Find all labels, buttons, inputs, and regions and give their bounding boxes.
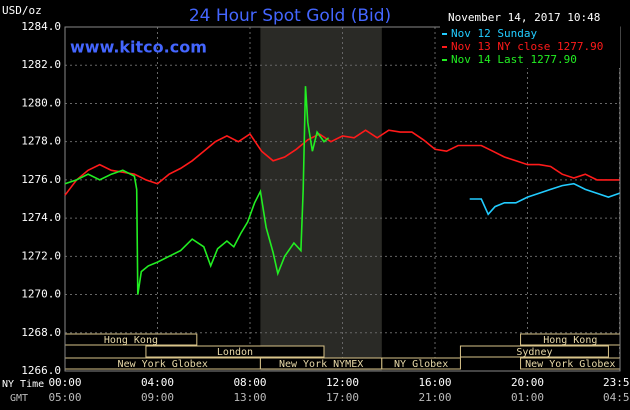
x-tick-label: 23:59: [603, 376, 630, 389]
session-label: London: [217, 347, 253, 358]
y-tick-label: 1274.0: [21, 211, 61, 224]
y-tick-label: 1272.0: [21, 249, 61, 262]
series-line: [64, 129, 620, 196]
gmt-tick-label: 09:00: [141, 391, 174, 404]
plot-frame: [64, 26, 621, 372]
session-label: Sydney: [516, 347, 552, 358]
series-line: [64, 86, 330, 295]
x-tick-label: 00:00: [48, 376, 81, 389]
y-tick-label: 1270.0: [21, 288, 61, 301]
legend-entry: Nov 14 Last 1277.90: [451, 53, 577, 66]
session-label: NY Globex: [394, 359, 448, 370]
gmt-tick-label: 04:59: [603, 391, 630, 404]
gmt-label: GMT: [10, 393, 28, 404]
x-tick-label: 04:00: [141, 376, 174, 389]
x-label: NY Time: [2, 379, 44, 390]
chart-title: 24 Hour Spot Gold (Bid): [189, 6, 391, 26]
legend-box: [440, 26, 620, 68]
gmt-tick-label: 21:00: [418, 391, 451, 404]
session-label: New York Globex: [118, 359, 208, 370]
site-label: www.kitco.com: [70, 38, 207, 57]
gmt-tick-label: 05:00: [48, 391, 81, 404]
gmt-tick-label: 01:00: [511, 391, 544, 404]
y-tick-label: 1268.0: [21, 326, 61, 339]
x-tick-label: 16:00: [418, 376, 451, 389]
y-tick-label: 1282.0: [21, 58, 61, 71]
x-tick-label: 12:00: [326, 376, 359, 389]
legend-entry: Nov 12 Sunday: [451, 27, 537, 40]
y-tick-label: 1266.0: [21, 364, 61, 377]
session-label: New York Globex: [525, 359, 615, 370]
session-label: Hong Kong: [104, 335, 158, 346]
session-box: [145, 345, 325, 358]
series-line: [469, 182, 620, 216]
session-box: [459, 345, 609, 358]
y-tick-label: 1278.0: [21, 135, 61, 148]
legend-entry: Nov 13 NY close 1277.90: [451, 40, 603, 53]
x-tick-label: 20:00: [511, 376, 544, 389]
unit-label: USD/oz: [2, 4, 42, 17]
session-label: New York NYMEX: [279, 359, 363, 370]
session-box: [381, 357, 461, 370]
gmt-tick-label: 17:00: [326, 391, 359, 404]
session-label: Hong Kong: [543, 335, 597, 346]
gmt-tick-label: 13:00: [233, 391, 266, 404]
y-tick-label: 1284.0: [21, 20, 61, 33]
timestamp: November 14, 2017 10:48: [448, 11, 600, 24]
y-tick-label: 1276.0: [21, 173, 61, 186]
shaded-band: [260, 27, 382, 371]
y-tick-label: 1280.0: [21, 96, 61, 109]
x-tick-label: 08:00: [233, 376, 266, 389]
